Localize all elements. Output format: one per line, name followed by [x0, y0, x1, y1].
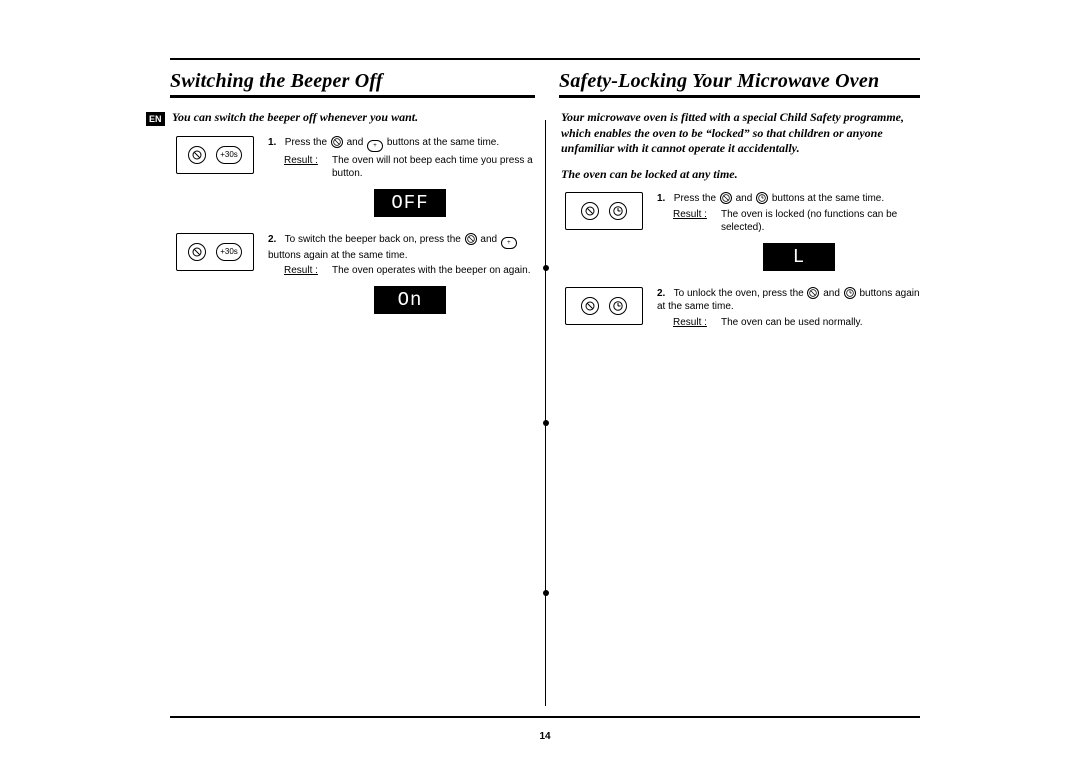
step-text: To switch the beeper back on, press the … — [268, 234, 518, 261]
step-row: 2. To unlock the oven, press the and but… — [559, 287, 920, 330]
result-row: Result : The oven can be used normally. — [657, 316, 920, 330]
stop-icon — [720, 192, 732, 204]
step-row: 1. Press the and buttons at the same tim… — [559, 192, 920, 235]
button-panel — [565, 192, 643, 230]
text-part: To switch the beeper back on, press the — [285, 234, 464, 245]
result-label: Result : — [284, 264, 332, 278]
section-title-right: Safety-Locking Your Microwave Oven — [559, 60, 920, 98]
stop-icon — [188, 146, 206, 164]
left-column: Switching the Beeper Off You can switch … — [170, 60, 545, 716]
intro-left: You can switch the beeper off whenever y… — [170, 110, 535, 126]
text-part: and — [733, 193, 755, 204]
stop-icon — [188, 243, 206, 261]
plus30-icon: + — [501, 237, 517, 249]
intro-right-2: The oven can be locked at any time. — [559, 167, 920, 183]
stop-icon — [465, 233, 477, 245]
clock-icon — [756, 192, 768, 204]
step-text: Press the and + buttons at the same time… — [285, 137, 499, 148]
step-body: 1. Press the and buttons at the same tim… — [657, 192, 920, 235]
result-label: Result : — [673, 208, 721, 235]
lcd-display: On — [374, 286, 446, 314]
step-body: 2. To switch the beeper back on, press t… — [268, 233, 535, 278]
result-text: The oven is locked (no functions can be … — [721, 208, 920, 235]
intro-right-1: Your microwave oven is fitted with a spe… — [559, 110, 920, 157]
text-part: and — [478, 234, 500, 245]
result-row: Result : The oven operates with the beep… — [268, 264, 535, 278]
button-panel: +30s — [176, 136, 254, 174]
lcd-display: OFF — [374, 189, 446, 217]
text-part: To unlock the oven, press the — [674, 288, 807, 299]
step-number: 1. — [657, 192, 671, 206]
page-frame: EN Switching the Beeper Off You can swit… — [170, 58, 920, 718]
lang-badge: EN — [146, 112, 165, 126]
result-text: The oven will not beep each time you pre… — [332, 154, 535, 181]
step-row: +30s 2. To switch the beeper back on, pr… — [170, 233, 535, 278]
section-title-left: Switching the Beeper Off — [170, 60, 535, 98]
step-number: 2. — [657, 287, 671, 301]
step-row: +30s 1. Press the and + buttons at the s… — [170, 136, 535, 181]
result-label: Result : — [284, 154, 332, 181]
stop-icon — [807, 287, 819, 299]
button-panel — [565, 287, 643, 325]
result-text: The oven operates with the beeper on aga… — [332, 264, 535, 278]
step-text: Press the and buttons at the same time. — [674, 193, 884, 204]
step-body: 1. Press the and + buttons at the same t… — [268, 136, 535, 181]
page-number: 14 — [539, 731, 550, 742]
step-body: 2. To unlock the oven, press the and but… — [657, 287, 920, 330]
text-part: Press the — [674, 193, 719, 204]
result-text: The oven can be used normally. — [721, 316, 920, 330]
lcd-display: L — [763, 243, 835, 271]
result-label: Result : — [673, 316, 721, 330]
step-number: 2. — [268, 233, 282, 247]
text-part: and — [344, 137, 366, 148]
text-part: Press the — [285, 137, 330, 148]
columns: Switching the Beeper Off You can switch … — [170, 60, 920, 716]
text-part: and — [820, 288, 842, 299]
result-row: Result : The oven will not beep each tim… — [268, 154, 535, 181]
step-number: 1. — [268, 136, 282, 150]
stop-icon — [581, 202, 599, 220]
text-part: buttons at the same time. — [384, 137, 499, 148]
text-part: buttons again at the same time. — [268, 250, 408, 261]
right-column: Safety-Locking Your Microwave Oven Your … — [545, 60, 920, 716]
plus30-icon: + — [367, 140, 383, 152]
stop-icon — [331, 136, 343, 148]
plus30-icon: +30s — [216, 146, 242, 164]
step-text: To unlock the oven, press the and button… — [657, 288, 920, 313]
button-panel: +30s — [176, 233, 254, 271]
clock-icon — [609, 297, 627, 315]
clock-icon — [844, 287, 856, 299]
result-row: Result : The oven is locked (no function… — [657, 208, 920, 235]
clock-icon — [609, 202, 627, 220]
stop-icon — [581, 297, 599, 315]
plus30-icon: +30s — [216, 243, 242, 261]
text-part: buttons at the same time. — [769, 193, 884, 204]
